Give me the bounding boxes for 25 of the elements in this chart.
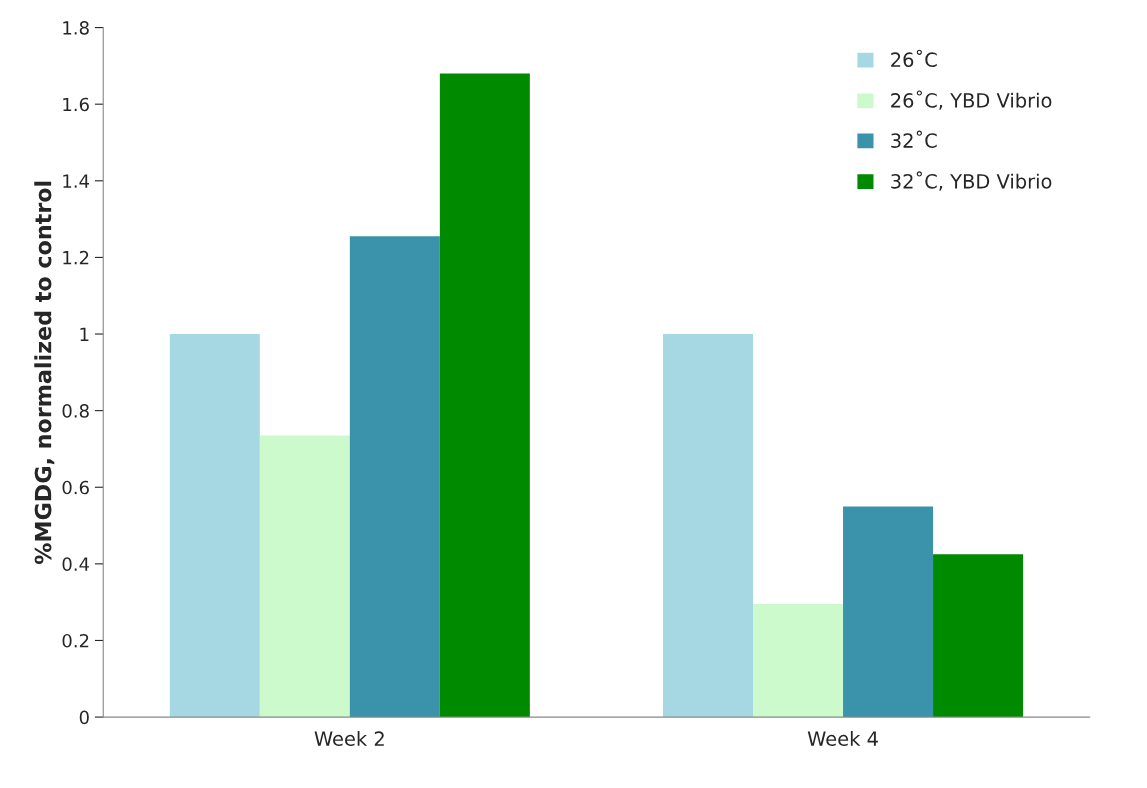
y-tick-label: 0.2 [62, 633, 89, 648]
y-tick-label: 1.2 [63, 250, 89, 265]
y-tick-label: 0 [79, 710, 89, 725]
y-tick-label: 1.8 [63, 21, 89, 35]
y-axis-title: %MGDG, normalized to control [34, 181, 55, 565]
x-tick-label: Week 2 [314, 730, 384, 747]
y-tick-label: 0.6 [62, 480, 89, 495]
bar [843, 506, 934, 718]
y-tick-label: 0.4 [62, 557, 90, 571]
x-tick-label: Week 4 [807, 730, 878, 747]
bar [439, 73, 530, 718]
y-tick-label: 1.4 [63, 174, 90, 188]
legend-label: 32˚C [891, 130, 937, 148]
y-tick-label: 1.6 [63, 97, 89, 112]
bar [753, 604, 844, 718]
legend-label: 32˚C, YBD Vibrio [891, 171, 1052, 191]
legend-label: 26˚C, YBD Vibrio [891, 90, 1052, 110]
bar [259, 435, 350, 718]
bar [933, 554, 1024, 718]
y-tick-label: 0.8 [62, 404, 89, 418]
legend-label: 26˚C [891, 49, 937, 68]
bar [169, 334, 260, 718]
y-tick-label: 1 [80, 327, 89, 341]
bar [663, 334, 754, 718]
bar [349, 236, 440, 718]
